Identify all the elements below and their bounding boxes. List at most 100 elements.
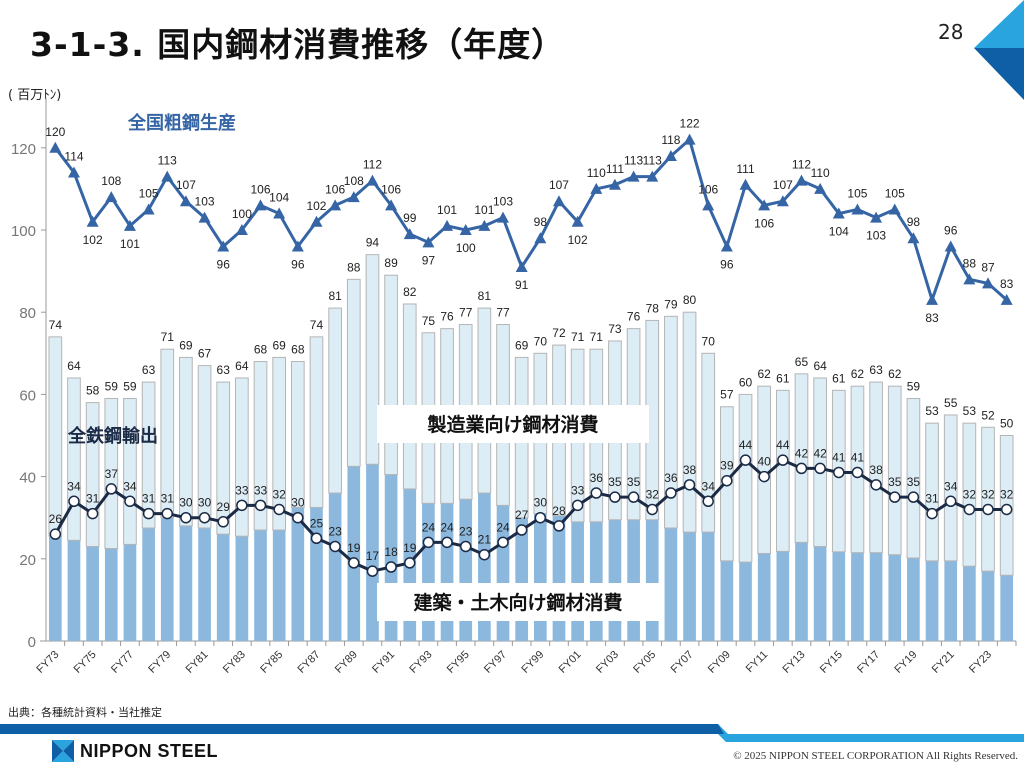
export-marker xyxy=(963,503,976,516)
export-marker xyxy=(571,499,584,512)
export-label: 35 xyxy=(888,475,902,489)
bar-total-label: 74 xyxy=(310,318,324,332)
crude-steel-marker xyxy=(776,195,789,207)
y-tick-label: 0 xyxy=(28,634,36,651)
export-label: 35 xyxy=(627,475,641,489)
crude-steel-label: 105 xyxy=(885,186,905,200)
crude-steel-label: 108 xyxy=(344,174,364,188)
crude-steel-marker xyxy=(385,199,398,211)
bar-construction xyxy=(571,521,584,641)
crude-steel-marker xyxy=(739,178,752,190)
crude-steel-marker xyxy=(963,273,976,285)
bar-construction xyxy=(235,536,249,641)
export-marker xyxy=(459,540,472,553)
crude-steel-marker xyxy=(870,211,883,223)
export-marker xyxy=(478,548,491,561)
export-label: 35 xyxy=(608,475,622,489)
x-tick-label: FY99 xyxy=(519,649,546,676)
bar-manufacturing xyxy=(981,426,995,572)
export-marker xyxy=(292,511,304,524)
x-tick-label: FY73 xyxy=(34,649,61,676)
bar-construction xyxy=(179,525,193,641)
corner-triangle-light xyxy=(974,0,1024,48)
crude-steel-label: 118 xyxy=(661,133,680,147)
x-tick-label: FY91 xyxy=(370,649,397,676)
export-marker xyxy=(254,499,267,512)
export-marker xyxy=(142,507,155,520)
export-label: 29 xyxy=(217,500,231,514)
bar-total-label: 62 xyxy=(888,367,902,381)
x-tick-label: FY97 xyxy=(482,649,509,676)
bar-construction xyxy=(552,515,566,641)
export-marker xyxy=(665,487,677,499)
bar-construction xyxy=(720,560,734,641)
crude-steel-label: 103 xyxy=(493,195,513,209)
bar-manufacturing xyxy=(664,315,678,529)
crude-steel-label: 105 xyxy=(847,186,867,200)
bar-manufacturing xyxy=(775,389,790,552)
bar-construction xyxy=(533,513,547,641)
crude-steel-marker xyxy=(944,240,957,252)
crude-steel-label: 112 xyxy=(363,158,382,172)
crude-steel-marker xyxy=(1000,293,1013,305)
export-label: 30 xyxy=(291,496,305,510)
crude-steel-label: 98 xyxy=(907,215,921,229)
crude-steel-label: 96 xyxy=(217,257,231,271)
bar-total-label: 63 xyxy=(217,363,231,377)
crude-steel-label: 96 xyxy=(291,257,305,271)
y-tick-label: 120 xyxy=(11,141,36,158)
crude-steel-marker xyxy=(198,211,211,223)
bar-total-label: 65 xyxy=(795,355,809,369)
crude-steel-label: 113 xyxy=(624,154,643,168)
export-label: 30 xyxy=(534,496,548,510)
x-tick-label: FY95 xyxy=(445,649,472,676)
crude-steel-label: 103 xyxy=(195,195,215,209)
bar-total-label: 59 xyxy=(907,380,921,394)
logo-mark-icon xyxy=(52,740,74,762)
crude-steel-marker xyxy=(497,211,510,223)
construction-label-box xyxy=(377,583,659,621)
bar-construction xyxy=(869,552,883,641)
crude-steel-label: 106 xyxy=(251,182,271,196)
bar-total-label: 57 xyxy=(720,388,734,402)
bar-total-label: 67 xyxy=(198,347,212,361)
crude-steel-marker xyxy=(478,219,491,231)
bar-total-label: 81 xyxy=(478,289,492,303)
bar-manufacturing xyxy=(216,381,231,535)
crude-steel-marker xyxy=(49,141,62,153)
crude-steel-marker xyxy=(291,240,304,252)
crude-steel-label: 113 xyxy=(643,154,662,168)
crude-steel-marker xyxy=(926,293,939,305)
crude-steel-label: 104 xyxy=(829,225,849,239)
export-line xyxy=(54,458,1007,573)
export-marker xyxy=(646,503,658,516)
bar-total-label: 71 xyxy=(161,330,175,344)
export-marker xyxy=(348,557,360,569)
export-marker xyxy=(180,511,192,524)
export-label: 35 xyxy=(907,475,921,489)
bar-construction xyxy=(851,552,864,641)
bar-total-label: 62 xyxy=(757,367,771,381)
x-tick-label: FY13 xyxy=(781,649,808,676)
y-tick-label: 100 xyxy=(11,223,36,240)
bar-construction xyxy=(813,546,827,641)
export-marker xyxy=(105,483,118,495)
bar-total-label: 80 xyxy=(683,293,697,307)
bar-manufacturing xyxy=(346,278,361,467)
bar-total-label: 74 xyxy=(49,318,63,332)
bar-construction xyxy=(123,544,137,641)
x-tick-label: FY93 xyxy=(407,649,434,676)
export-label: 41 xyxy=(832,450,846,464)
export-label: 44 xyxy=(776,438,790,452)
bar-total-label: 72 xyxy=(552,326,566,340)
export-label: 32 xyxy=(1000,487,1014,501)
bar-construction xyxy=(254,530,267,641)
bar-construction xyxy=(963,566,976,641)
crude-steel-label: 107 xyxy=(549,178,569,192)
bar-total-label: 63 xyxy=(142,363,156,377)
bar-manufacturing xyxy=(943,414,958,562)
export-marker xyxy=(702,495,714,508)
bar-construction xyxy=(981,571,995,641)
bar-total-label: 68 xyxy=(254,343,268,357)
export-marker xyxy=(329,540,341,553)
